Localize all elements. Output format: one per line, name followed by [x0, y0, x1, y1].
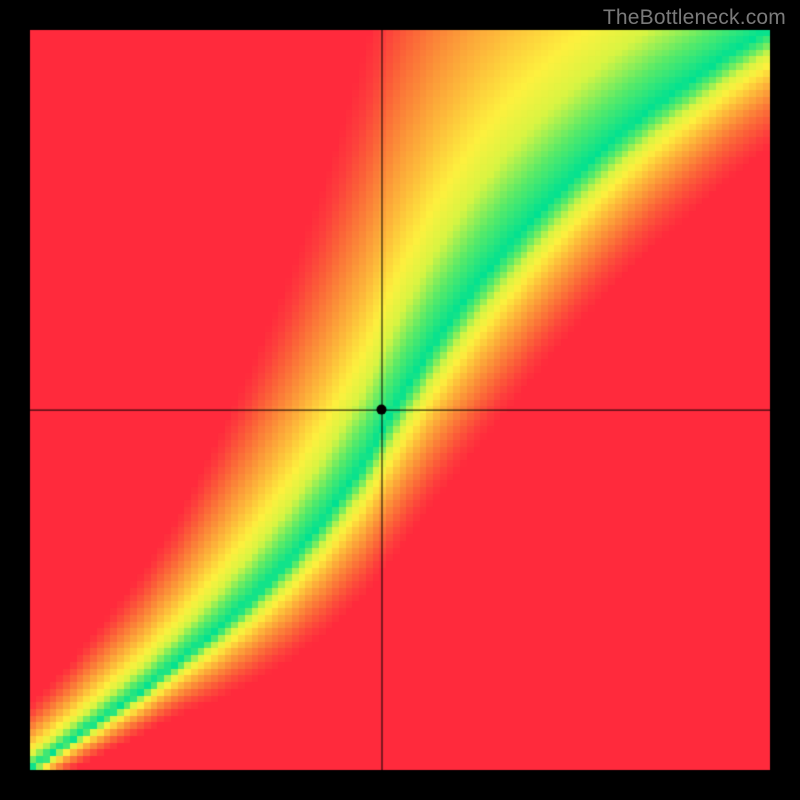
chart-container: TheBottleneck.com — [0, 0, 800, 800]
watermark-label: TheBottleneck.com — [603, 6, 786, 30]
bottleneck-heatmap — [0, 0, 800, 800]
